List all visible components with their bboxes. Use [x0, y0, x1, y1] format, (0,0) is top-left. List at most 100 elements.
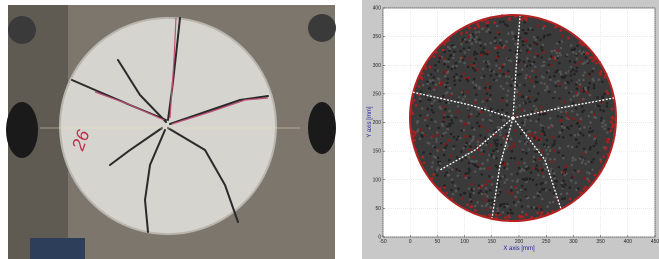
particle [486, 30, 489, 33]
particle [577, 187, 580, 190]
particle [540, 106, 543, 109]
particle [573, 73, 576, 76]
particle [482, 50, 485, 53]
particle [496, 207, 499, 210]
particle [505, 40, 508, 43]
particle [520, 216, 523, 219]
particle [478, 86, 481, 89]
particle [518, 104, 521, 107]
particle [513, 142, 516, 145]
particle [562, 155, 565, 158]
particle [450, 155, 453, 158]
particle [525, 32, 528, 35]
particle [503, 63, 506, 66]
particle [462, 72, 465, 75]
particle [442, 49, 445, 52]
particle [453, 76, 456, 79]
particle [472, 135, 475, 138]
particle [483, 199, 486, 202]
particle [448, 102, 451, 105]
particle [481, 153, 484, 156]
particle [504, 181, 507, 184]
particle [591, 70, 594, 73]
particle [494, 47, 497, 50]
particle [509, 209, 512, 212]
particle [444, 43, 447, 46]
particle [489, 114, 492, 117]
x-axis-label: X axis [mm] [503, 246, 535, 252]
particle [506, 178, 509, 181]
particle [598, 78, 601, 81]
particle [505, 72, 508, 75]
particle [584, 71, 587, 74]
particle [472, 67, 475, 70]
particle [481, 184, 484, 187]
particle [584, 61, 587, 64]
particle [561, 34, 564, 37]
particle [499, 134, 502, 137]
particle [446, 116, 449, 119]
particle [501, 66, 504, 69]
particle [556, 52, 559, 55]
particle [586, 178, 589, 181]
particle [482, 162, 485, 165]
particle [450, 114, 453, 117]
particle [540, 124, 543, 127]
particle [444, 71, 447, 74]
particle [422, 151, 425, 154]
particle [446, 125, 449, 128]
particle [474, 86, 477, 89]
x-tick-label: 450 [651, 239, 659, 245]
particle [597, 152, 600, 155]
particle [481, 193, 484, 196]
particle [516, 173, 519, 176]
particle [579, 60, 582, 63]
particle [429, 153, 432, 156]
particle [572, 156, 575, 159]
particle [527, 76, 530, 79]
particle [517, 162, 520, 165]
particle [432, 161, 435, 164]
particle [517, 74, 520, 77]
particle [451, 181, 454, 184]
particle [414, 139, 417, 142]
particle [588, 172, 591, 175]
particle [553, 150, 556, 153]
particle [469, 193, 472, 196]
particle [476, 53, 479, 56]
particle [571, 176, 574, 179]
particle [573, 47, 576, 50]
particle [605, 138, 608, 141]
particle [536, 164, 539, 167]
particle [589, 146, 592, 149]
particle [559, 71, 562, 74]
particle [450, 119, 453, 122]
particle [537, 24, 540, 27]
particle [447, 174, 450, 177]
particle [434, 120, 437, 123]
particle [528, 60, 531, 63]
particle [579, 157, 582, 160]
particle [560, 40, 563, 43]
particle [558, 41, 561, 44]
particle [560, 116, 563, 119]
particle [549, 201, 552, 204]
particle [593, 113, 596, 116]
particle [541, 75, 544, 78]
clamp [6, 102, 38, 158]
particle [468, 47, 471, 50]
particle [496, 143, 499, 146]
particle [568, 91, 571, 94]
particle [482, 47, 485, 50]
particle [482, 68, 485, 71]
particle [563, 100, 566, 103]
particle [542, 172, 545, 175]
particle [584, 163, 587, 166]
particle [557, 151, 560, 154]
particle [592, 158, 595, 161]
particle [530, 79, 533, 82]
particle [443, 154, 446, 157]
particle [493, 156, 496, 159]
particle [522, 29, 525, 32]
particle [457, 187, 460, 190]
